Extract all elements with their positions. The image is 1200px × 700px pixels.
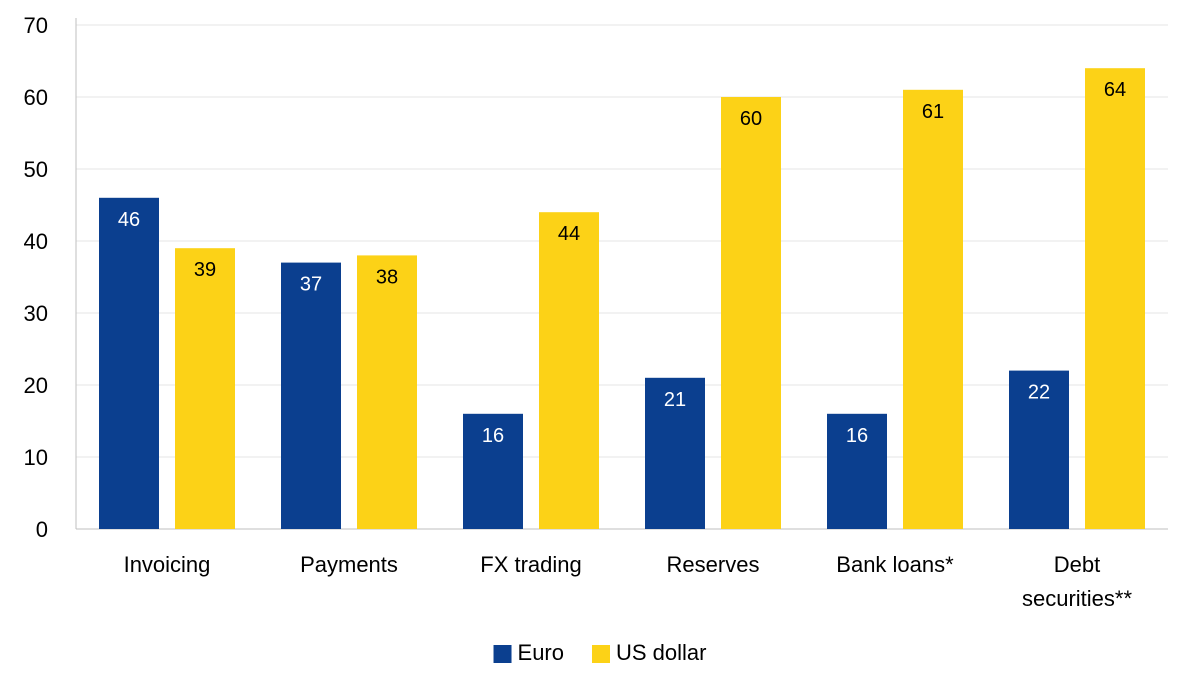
y-tick-label-10: 10	[24, 445, 48, 470]
bar-us-dollar-4	[903, 89, 963, 530]
gridlines	[76, 24, 1168, 458]
y-tick-label-20: 20	[24, 373, 48, 398]
bar-euro-1	[281, 262, 341, 529]
data-label-us-dollar-5: 64	[1104, 79, 1126, 101]
data-label-euro-2: 16	[482, 425, 504, 447]
bar-us-dollar-3	[721, 97, 781, 529]
data-label-euro-0: 46	[118, 209, 140, 231]
category-label-2: FX trading	[480, 552, 582, 577]
data-label-us-dollar-1: 38	[376, 266, 398, 288]
category-label-0: Invoicing	[124, 552, 211, 577]
data-label-us-dollar-4: 61	[922, 101, 944, 123]
bar-euro-4	[827, 413, 887, 529]
axes	[75, 18, 1168, 530]
data-label-euro-3: 21	[664, 389, 686, 411]
bar-euro-0	[99, 197, 159, 530]
category-label-1: Payments	[300, 552, 398, 577]
bars	[99, 68, 1145, 530]
category-label-5-line-1: securities**	[1022, 586, 1132, 611]
data-label-us-dollar-2: 44	[558, 223, 580, 245]
legend-swatch-euro	[493, 645, 512, 663]
category-labels: Invoicing Payments FX trading Reserves Bank …	[124, 552, 1133, 611]
data-label-euro-4: 16	[846, 425, 868, 447]
y-tick-label-0: 0	[36, 517, 48, 542]
bar-euro-5	[1009, 370, 1069, 529]
legend-label-us-dollar: US dollar	[616, 640, 706, 665]
bar-us-dollar-1	[357, 255, 417, 529]
y-tick-label-70: 70	[24, 13, 48, 38]
y-tick-label-60: 60	[24, 85, 48, 110]
data-label-euro-5: 22	[1028, 382, 1050, 404]
bar-us-dollar-2	[539, 212, 599, 529]
category-label-4: Bank loans*	[836, 552, 954, 577]
y-tick-label-40: 40	[24, 229, 48, 254]
bar-us-dollar-5	[1085, 68, 1145, 529]
category-label-3: Reserves	[667, 552, 760, 577]
data-labels: 46 39 37 38 16 44 21 60 16 61 22 64	[118, 79, 1126, 447]
y-tick-label-30: 30	[24, 301, 48, 326]
bar-us-dollar-0	[175, 248, 235, 529]
y-tick-label-50: 50	[24, 157, 48, 182]
data-label-us-dollar-3: 60	[740, 108, 762, 130]
legend-label-euro: Euro	[518, 640, 564, 665]
y-tick-labels: 0 10 20 30 40 50 60 70	[24, 13, 48, 542]
data-label-us-dollar-0: 39	[194, 259, 216, 281]
category-label-5-line-0: Debt	[1054, 552, 1100, 577]
legend: Euro US dollar	[493, 640, 706, 665]
bar-euro-3	[645, 377, 705, 529]
legend-swatch-us-dollar	[592, 645, 610, 663]
bar-euro-2	[463, 413, 523, 529]
data-label-euro-1: 37	[300, 274, 322, 296]
